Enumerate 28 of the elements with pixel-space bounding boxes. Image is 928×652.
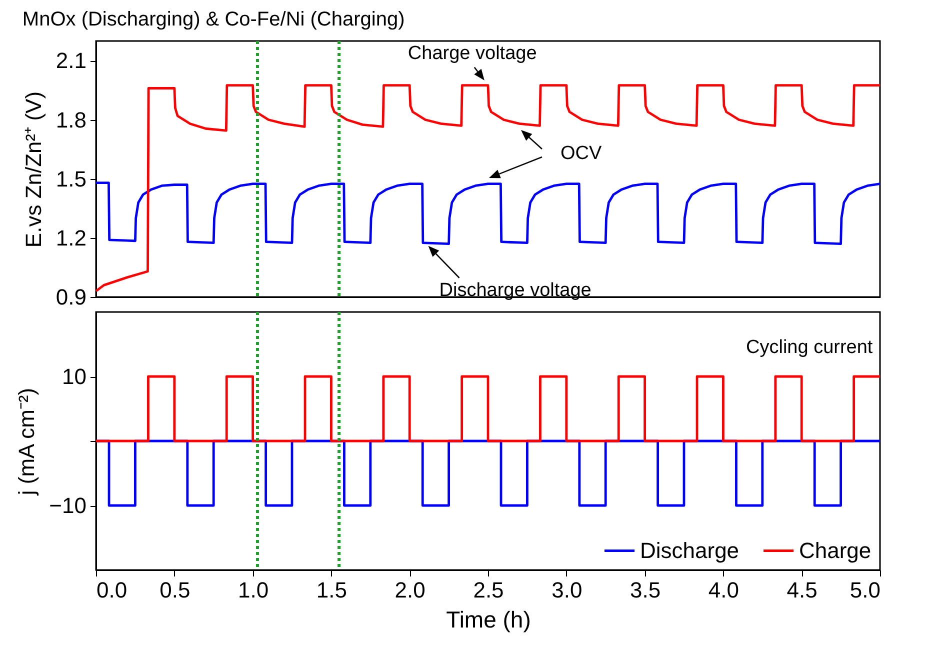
x-tick-label: 4.5 [786, 578, 818, 602]
legend-label: Discharge [640, 538, 740, 563]
annotation: Charge voltage [408, 43, 537, 66]
chart-title: MnOx (Discharging) & Co-Fe/Ni (Charging) [22, 8, 405, 30]
y-tick-label: 1.5 [56, 166, 86, 192]
legend-label: Charge [799, 538, 872, 563]
x-tick-label: 3.5 [630, 578, 661, 602]
annotation: Discharge voltage [439, 280, 592, 302]
y-tick-label: 10 [62, 364, 86, 389]
x-tick-label: 2.0 [394, 578, 426, 602]
y-tick-label: 2.1 [56, 48, 86, 74]
x-tick-label: 0.0 [96, 578, 128, 602]
x-tick-label: 2.5 [473, 578, 504, 602]
x-tick-label: 1.0 [238, 578, 269, 602]
annotation: Cycling current [746, 337, 873, 359]
x-axis-title: Time (h) [446, 606, 531, 632]
y-tick-label: −10 [49, 493, 86, 518]
x-tick-label: 3.0 [552, 578, 582, 602]
x-tick-label: 5.0 [850, 578, 880, 602]
annotation: OCV [560, 143, 602, 165]
y-tick-label: 0.9 [56, 284, 86, 310]
y-axis-title: j (mA cm⁻²) [14, 388, 40, 496]
y-tick-label: 1.8 [56, 107, 86, 132]
y-tick-label: 1.2 [56, 225, 86, 250]
x-tick-label: 0.5 [160, 578, 190, 602]
y-axis-title: E.vs Zn/Zn²⁺ (V) [20, 91, 46, 248]
x-tick-label: 1.5 [316, 578, 347, 602]
x-tick-label: 4.0 [708, 578, 739, 602]
